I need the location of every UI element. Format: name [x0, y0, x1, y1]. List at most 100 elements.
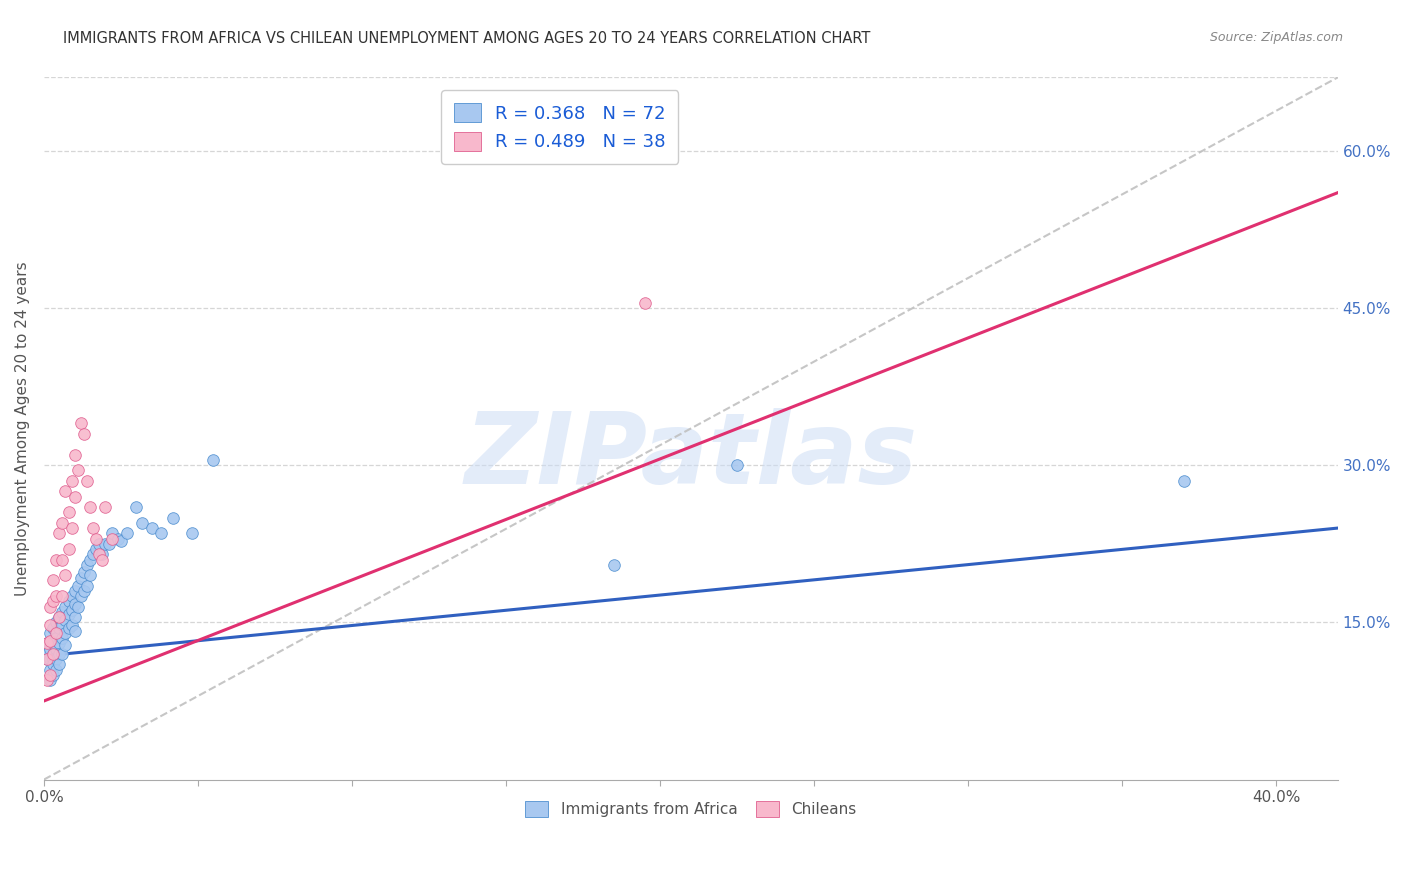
- Point: [51, 617, 73, 632]
- Point: [100, 532, 122, 546]
- Point: [84, 542, 107, 557]
- Point: [633, 295, 655, 310]
- Point: [51, 516, 73, 530]
- Point: [60, 603, 83, 617]
- Point: [55, 568, 77, 582]
- Point: [45, 631, 67, 645]
- Point: [58, 621, 80, 635]
- Point: [35, 652, 58, 666]
- Point: [82, 547, 104, 561]
- Point: [45, 615, 67, 630]
- Point: [94, 500, 117, 515]
- Point: [73, 584, 96, 599]
- Point: [35, 636, 58, 650]
- Point: [73, 426, 96, 441]
- Point: [63, 584, 86, 599]
- Point: [91, 552, 114, 566]
- Point: [39, 626, 62, 640]
- Point: [51, 631, 73, 645]
- Point: [51, 647, 73, 661]
- Point: [63, 448, 86, 462]
- Point: [48, 610, 70, 624]
- Point: [202, 453, 225, 467]
- Point: [100, 526, 122, 541]
- Point: [725, 458, 748, 473]
- Text: IMMIGRANTS FROM AFRICA VS CHILEAN UNEMPLOYMENT AMONG AGES 20 TO 24 YEARS CORRELA: IMMIGRANTS FROM AFRICA VS CHILEAN UNEMPL…: [63, 31, 870, 46]
- Point: [35, 636, 58, 650]
- Point: [58, 542, 80, 557]
- Point: [51, 589, 73, 603]
- Point: [45, 663, 67, 677]
- Point: [70, 417, 93, 431]
- Point: [82, 521, 104, 535]
- Point: [39, 599, 62, 614]
- Point: [48, 621, 70, 635]
- Point: [141, 521, 163, 535]
- Point: [66, 463, 89, 477]
- Point: [63, 610, 86, 624]
- Point: [162, 510, 184, 524]
- Point: [58, 594, 80, 608]
- Point: [63, 597, 86, 611]
- Point: [39, 673, 62, 687]
- Point: [60, 521, 83, 535]
- Point: [42, 647, 65, 661]
- Point: [48, 636, 70, 650]
- Point: [42, 657, 65, 672]
- Point: [42, 652, 65, 666]
- Point: [60, 617, 83, 632]
- Point: [94, 537, 117, 551]
- Point: [73, 565, 96, 579]
- Point: [79, 552, 101, 566]
- Point: [55, 613, 77, 627]
- Point: [60, 589, 83, 603]
- Point: [603, 558, 626, 572]
- Point: [58, 607, 80, 621]
- Text: ZIPatlas: ZIPatlas: [464, 409, 917, 505]
- Point: [58, 505, 80, 519]
- Point: [89, 537, 111, 551]
- Text: Source: ZipAtlas.com: Source: ZipAtlas.com: [1209, 31, 1343, 45]
- Point: [79, 568, 101, 582]
- Point: [115, 526, 138, 541]
- Point: [180, 526, 202, 541]
- Point: [79, 500, 101, 515]
- Point: [42, 621, 65, 635]
- Point: [63, 624, 86, 638]
- Point: [39, 641, 62, 656]
- Point: [42, 574, 65, 588]
- Point: [35, 673, 58, 687]
- Point: [45, 626, 67, 640]
- Point: [55, 484, 77, 499]
- Point: [35, 652, 58, 666]
- Point: [39, 663, 62, 677]
- Point: [45, 552, 67, 566]
- Point: [63, 490, 86, 504]
- Point: [35, 647, 58, 661]
- Point: [149, 526, 172, 541]
- Point: [42, 668, 65, 682]
- Point: [45, 652, 67, 666]
- Point: [91, 547, 114, 561]
- Point: [131, 516, 153, 530]
- Point: [48, 647, 70, 661]
- Point: [48, 526, 70, 541]
- Point: [66, 579, 89, 593]
- Y-axis label: Unemployment Among Ages 20 to 24 years: Unemployment Among Ages 20 to 24 years: [15, 261, 30, 596]
- Point: [89, 547, 111, 561]
- Point: [39, 668, 62, 682]
- Point: [1173, 474, 1195, 488]
- Point: [110, 533, 132, 548]
- Point: [55, 639, 77, 653]
- Point: [39, 617, 62, 632]
- Point: [76, 579, 98, 593]
- Point: [97, 537, 120, 551]
- Point: [70, 571, 93, 585]
- Point: [42, 636, 65, 650]
- Point: [51, 605, 73, 619]
- Point: [76, 474, 98, 488]
- Point: [48, 610, 70, 624]
- Point: [42, 594, 65, 608]
- Point: [51, 552, 73, 566]
- Point: [39, 634, 62, 648]
